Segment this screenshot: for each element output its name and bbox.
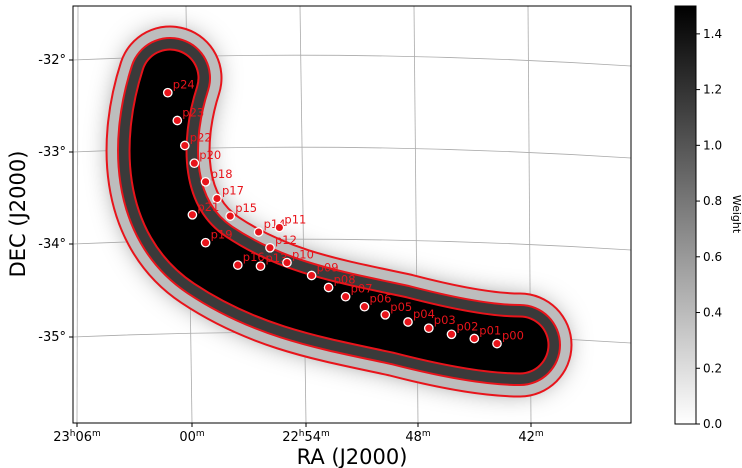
pointing-marker <box>340 291 351 302</box>
pointing-marker <box>265 242 275 253</box>
colorbar-tick-label: 1.2 <box>703 83 722 97</box>
x-tick-label: 42m <box>518 429 543 445</box>
pointing-label: p07 <box>351 282 373 296</box>
x-axis-label: RA (J2000) <box>297 445 408 468</box>
y-tick-label: -34° <box>38 237 66 252</box>
pointing-label: p13 <box>266 251 288 265</box>
colorbar-tick-label: 0.4 <box>703 306 722 320</box>
pointing-label: p18 <box>211 167 233 181</box>
pointing-marker <box>255 261 266 272</box>
pointing-label: p16 <box>243 250 265 264</box>
plot-frame <box>72 5 632 424</box>
pointing-label: p11 <box>284 213 306 227</box>
pointing-marker <box>446 329 457 340</box>
pointing-marker <box>359 301 370 312</box>
pointing-label: p06 <box>370 292 392 306</box>
pointing-label: p01 <box>479 324 501 338</box>
pointing-label: p19 <box>211 228 233 242</box>
pointing-label: p21 <box>197 200 219 214</box>
pointing-marker <box>274 222 285 233</box>
colorbar-tick-label: 0.6 <box>703 250 722 264</box>
pointing-label: p20 <box>199 148 221 162</box>
contours <box>105 25 573 398</box>
y-tick-label: -33° <box>38 145 66 160</box>
pointing-marker <box>187 209 198 220</box>
pointing-marker <box>323 282 334 293</box>
pointing-marker <box>200 237 211 248</box>
pointing-marker <box>403 317 413 327</box>
pointing-marker <box>162 87 173 98</box>
pointing-marker <box>492 338 502 349</box>
pointing-label: p02 <box>457 319 479 333</box>
colorbar-tick-label: 0.2 <box>703 361 722 375</box>
colorbar-tick-label: 1.0 <box>703 138 722 152</box>
colorbar: 0.0 0.2 0.4 0.6 0.8 1.0 1.2 1.4 Weight <box>674 5 742 431</box>
pointing-label: p00 <box>502 329 524 343</box>
colorbar-ticks: 0.0 0.2 0.4 0.6 0.8 1.0 1.2 1.4 <box>696 27 722 431</box>
pointing-marker <box>253 227 264 237</box>
y-axis-label: DEC (J2000) <box>6 151 30 278</box>
x-tick-label: 48m <box>405 429 430 445</box>
pointing-marker <box>179 140 190 151</box>
pointing-label: p17 <box>222 184 244 198</box>
pointing-marker <box>232 260 243 270</box>
pointing-marker <box>189 158 200 169</box>
pointing-label: p05 <box>390 300 412 314</box>
pointing-marker <box>282 257 292 268</box>
contour-interior <box>130 50 548 373</box>
y-axis: -32° -33° -34° -35° DEC (J2000) <box>6 53 73 345</box>
y-tick-label: -32° <box>38 53 66 68</box>
y-tick-label: -35° <box>38 330 66 345</box>
pointing-label: p04 <box>413 307 435 321</box>
colorbar-tick-label: 1.4 <box>703 27 722 41</box>
x-axis: 23h06m 00m 22h54m 48m 42m RA (J2000) <box>53 423 544 468</box>
pointing-label: p10 <box>292 248 314 262</box>
pointing-label: p08 <box>334 273 356 287</box>
colorbar-tick-label: 0.8 <box>703 194 722 208</box>
pointing-marker <box>200 176 211 187</box>
pointing-marker <box>225 211 236 221</box>
pointing-label: p09 <box>317 261 339 275</box>
pointing-marker <box>380 309 391 320</box>
x-tick-label: 00m <box>179 429 204 445</box>
pointing-marker <box>423 323 434 334</box>
pointing-label: p12 <box>275 233 297 247</box>
colorbar-gradient <box>674 5 697 425</box>
colorbar-tick-label: 0.0 <box>703 417 722 431</box>
pointing-marker <box>469 333 480 344</box>
pointing-label: p15 <box>235 201 257 215</box>
x-tick-label: 22h54m <box>282 429 330 445</box>
pointing-marker <box>306 270 317 281</box>
pointing-label: p23 <box>182 106 204 120</box>
x-tick-label: 23h06m <box>53 429 101 445</box>
pointing-label: p03 <box>434 313 456 327</box>
colorbar-label: Weight <box>730 195 742 234</box>
pointing-label: p24 <box>173 78 195 92</box>
pointing-label: p22 <box>190 131 212 145</box>
pointing-marker <box>172 115 183 126</box>
pointing-marker <box>212 193 222 204</box>
